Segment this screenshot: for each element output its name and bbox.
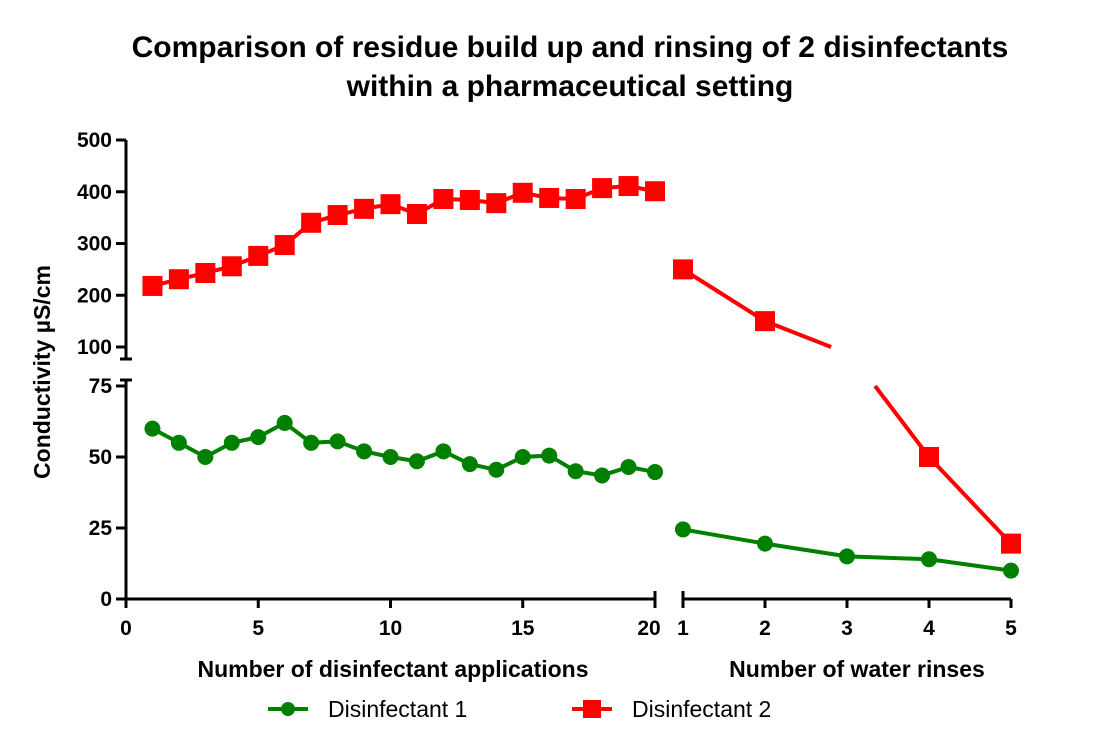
data-point-circle — [170, 434, 187, 451]
legend-marker-square-icon — [583, 700, 601, 718]
data-point-square — [433, 188, 454, 209]
x-tick-label: 1 — [677, 617, 689, 640]
data-point-circle — [647, 464, 663, 481]
data-point-circle — [356, 443, 373, 460]
series-line-disinfectant-2-rinses — [927, 455, 1013, 545]
y-tick-label: 400 — [77, 181, 112, 204]
data-point-circle — [408, 453, 425, 470]
data-point-square — [301, 212, 322, 233]
data-point-circle — [757, 535, 773, 552]
x-tick-label: 2 — [759, 617, 771, 640]
data-point-circle — [620, 458, 637, 475]
legend-item-disinfectant-2[interactable]: Disinfectant 2 — [572, 696, 771, 722]
data-point-square — [248, 245, 269, 266]
data-point-circle — [1003, 562, 1019, 579]
data-point-square — [539, 187, 560, 208]
data-point-circle — [197, 449, 214, 465]
x-tick-label: 0 — [120, 617, 132, 640]
y-tick-label: 0 — [100, 588, 112, 611]
data-point-circle — [382, 449, 399, 465]
series-line-disinfectant-1-rinses — [682, 527, 766, 546]
axes: 100 200 300 400 500 0 25 50 75 0 5 10 15 20 1 2 3 4 5 — [77, 129, 1017, 640]
x-tick-label: 10 — [379, 617, 402, 640]
data-point-square — [592, 178, 613, 199]
data-point-circle — [144, 420, 161, 437]
data-point-square — [673, 259, 693, 280]
data-point-circle — [223, 434, 240, 451]
y-tick-label: 50 — [89, 446, 112, 469]
x-tick-label: 5 — [1005, 617, 1017, 640]
data-point-square — [354, 198, 375, 219]
data-point-circle — [329, 433, 346, 450]
series-line-disinfectant-1-rinses — [846, 554, 930, 562]
data-point-square — [919, 447, 939, 467]
series-disinfectant-1 — [144, 414, 1019, 579]
data-point-square — [380, 194, 401, 215]
data-point-square — [618, 176, 639, 197]
data-point-square — [645, 181, 665, 202]
y-tick-label: 25 — [89, 517, 113, 540]
data-point-square — [195, 262, 216, 283]
data-point-circle — [461, 456, 478, 473]
data-point-circle — [435, 443, 452, 460]
legend: Disinfectant 1 Disinfectant 2 — [268, 696, 771, 722]
series-disinfectant-2 — [142, 176, 1021, 554]
data-point-square — [168, 269, 189, 290]
data-point-square — [512, 182, 533, 203]
data-point-circle — [303, 434, 320, 451]
x-tick-label: 5 — [252, 617, 264, 640]
data-point-square — [327, 205, 348, 226]
y-tick-label: 500 — [77, 129, 112, 152]
legend-item-disinfectant-1[interactable]: Disinfectant 1 — [268, 696, 467, 722]
y-tick-label: 200 — [77, 284, 112, 307]
series-line-disinfectant-1-rinses — [764, 541, 848, 559]
series-line-disinfectant-2-rinses — [764, 319, 832, 349]
legend-label-disinfectant-2: Disinfectant 2 — [632, 696, 771, 722]
data-point-square — [565, 188, 586, 209]
y-axis-title: Conductivity µS/cm — [29, 265, 55, 479]
chart-title-line-1: Comparison of residue build up and rinsi… — [132, 31, 1009, 64]
data-point-circle — [567, 463, 584, 480]
data-point-square — [755, 311, 775, 332]
chart-title-line-2: within a pharmaceutical setting — [346, 70, 794, 103]
y-tick-label: 75 — [89, 375, 113, 398]
data-point-circle — [594, 467, 611, 484]
series-line-disinfectant-2-rinses — [873, 384, 931, 459]
data-point-square — [221, 256, 242, 277]
data-point-circle — [839, 548, 855, 565]
x-tick-label: 15 — [511, 617, 535, 640]
y-tick-label: 100 — [77, 336, 112, 359]
data-point-circle — [276, 414, 293, 431]
legend-label-disinfectant-1: Disinfectant 1 — [328, 696, 467, 722]
legend-marker-circle-icon — [281, 702, 295, 716]
data-point-square — [406, 204, 427, 225]
data-point-circle — [921, 551, 937, 568]
data-point-square — [142, 275, 163, 296]
data-point-circle — [488, 461, 505, 478]
x-axis-title-rinses: Number of water rinses — [729, 656, 985, 682]
data-point-square — [486, 193, 507, 214]
data-point-circle — [250, 429, 267, 446]
x-tick-label: 3 — [841, 617, 853, 640]
data-point-circle — [541, 447, 558, 464]
x-axis-title-applications: Number of disinfectant applications — [197, 656, 588, 682]
series-line-disinfectant-2-rinses — [681, 267, 767, 323]
series-layer — [142, 176, 1021, 579]
data-point-square — [274, 235, 295, 256]
x-tick-label: 4 — [923, 617, 935, 640]
series-line-disinfectant-1-rinses — [928, 557, 1012, 573]
y-tick-label: 300 — [77, 233, 112, 256]
x-tick-label: 20 — [637, 617, 660, 640]
data-point-circle — [675, 521, 691, 538]
data-point-square — [459, 190, 480, 211]
data-point-square — [1001, 533, 1021, 554]
data-point-circle — [514, 449, 531, 465]
